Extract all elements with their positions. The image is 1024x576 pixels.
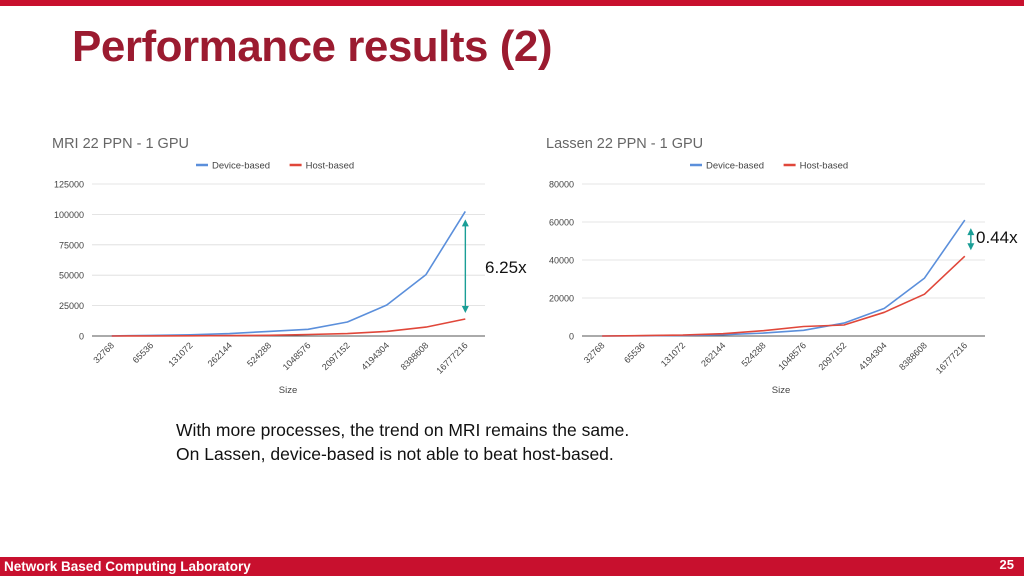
- chart2-xtick-5: 524288: [739, 340, 767, 368]
- chart2-xtick-3: 131072: [659, 340, 687, 368]
- chart2-legend-label-1: Device-based: [706, 161, 764, 172]
- chart2-title: Lassen 22 PPN - 1 GPU: [546, 136, 703, 152]
- chart2-xtick-2: 65536: [622, 340, 647, 365]
- chart1-ytick-1: 0: [79, 332, 84, 342]
- chart1-xlabel: Size: [279, 385, 297, 396]
- chart2-legend-label-2: Host-based: [800, 161, 849, 172]
- mri-ratio-arrow-head-up: [461, 219, 469, 227]
- chart2-series-2-line: [602, 255, 966, 337]
- footer-lab-name: Network Based Computing Laboratory: [4, 559, 251, 574]
- chart1-xtick-2: 65536: [131, 340, 156, 365]
- chart2-xtick-1: 32768: [582, 340, 607, 365]
- chart1-xtick-8: 4194304: [359, 340, 391, 372]
- chart2-ytick-3: 40000: [549, 256, 574, 266]
- top-accent-bar: [0, 0, 1024, 6]
- chart1-series-1-line: [111, 210, 466, 337]
- chart1-ytick-2: 25000: [59, 301, 84, 311]
- chart1-title: MRI 22 PPN - 1 GPU: [52, 136, 189, 152]
- chart2-ytick-2: 20000: [549, 294, 574, 304]
- chart1-xtick-5: 524288: [245, 340, 273, 368]
- lassen-ratio-label: 0.44x: [976, 228, 1018, 247]
- mri-ratio-label: 6.25x: [485, 258, 527, 277]
- page-number: 25: [999, 557, 1014, 572]
- lassen-ratio-arrow-head-down: [967, 243, 975, 251]
- chart1-xtick-6: 1048576: [281, 340, 313, 372]
- chart2-xtick-6: 1048576: [776, 340, 808, 372]
- chart1-xtick-1: 32768: [91, 340, 116, 365]
- chart2-xtick-7: 2097152: [817, 340, 849, 372]
- slide-caption: With more processes, the trend on MRI re…: [176, 418, 629, 466]
- chart1-legend-label-1: Device-based: [212, 161, 270, 172]
- chart2-ytick-1: 0: [569, 332, 574, 342]
- chart1-legend-label-2: Host-based: [306, 161, 355, 172]
- chart1-xtick-10: 16777216: [434, 340, 469, 375]
- chart2-ytick-4: 60000: [549, 218, 574, 228]
- slide-title: Performance results (2): [72, 22, 553, 71]
- chart2-series-1-line: [602, 219, 966, 337]
- caption-line-1: With more processes, the trend on MRI re…: [176, 420, 630, 440]
- caption-line-2: On Lassen, device-based is not able to b…: [176, 444, 614, 464]
- chart1-series-2-line: [111, 318, 466, 337]
- chart2-xtick-10: 16777216: [934, 340, 969, 375]
- chart1-ytick-5: 100000: [54, 210, 84, 220]
- chart2-xtick-8: 4194304: [857, 340, 889, 372]
- chart1-xtick-3: 131072: [166, 340, 194, 368]
- chart1-ytick-3: 50000: [59, 271, 84, 281]
- lassen-ratio-arrow-head-up: [967, 228, 975, 236]
- chart1-xtick-9: 8388608: [399, 340, 431, 372]
- chart2-xtick-9: 8388608: [897, 340, 929, 372]
- chart1-xtick-7: 2097152: [320, 340, 352, 372]
- chart1-xtick-4: 262144: [206, 340, 234, 368]
- chart2-xlabel: Size: [772, 385, 790, 396]
- footer-bar: Network Based Computing Laboratory 25: [0, 557, 1024, 576]
- chart1-ytick-4: 75000: [59, 240, 84, 250]
- chart1-ytick-6: 125000: [54, 180, 84, 190]
- chart2-ytick-5: 80000: [549, 180, 574, 190]
- mri-ratio-arrow-head-down: [461, 305, 469, 313]
- chart2-xtick-4: 262144: [699, 340, 727, 368]
